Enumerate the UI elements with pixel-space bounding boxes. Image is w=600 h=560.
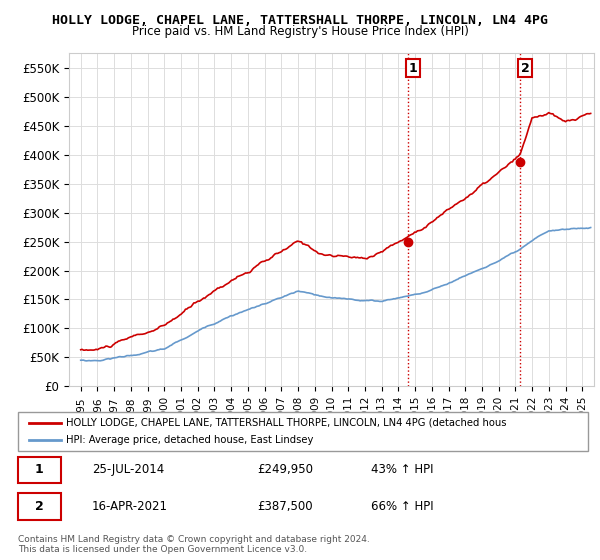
Text: Contains HM Land Registry data © Crown copyright and database right 2024.
This d: Contains HM Land Registry data © Crown c…: [18, 535, 370, 554]
Text: 16-APR-2021: 16-APR-2021: [92, 500, 168, 513]
FancyBboxPatch shape: [18, 412, 588, 451]
Text: 1: 1: [35, 464, 43, 477]
Text: 66% ↑ HPI: 66% ↑ HPI: [371, 500, 434, 513]
Text: HOLLY LODGE, CHAPEL LANE, TATTERSHALL THORPE, LINCOLN, LN4 4PG: HOLLY LODGE, CHAPEL LANE, TATTERSHALL TH…: [52, 14, 548, 27]
Text: £387,500: £387,500: [257, 500, 313, 513]
Text: £249,950: £249,950: [257, 464, 313, 477]
Text: HOLLY LODGE, CHAPEL LANE, TATTERSHALL THORPE, LINCOLN, LN4 4PG (detached hous: HOLLY LODGE, CHAPEL LANE, TATTERSHALL TH…: [67, 418, 507, 428]
Text: Price paid vs. HM Land Registry's House Price Index (HPI): Price paid vs. HM Land Registry's House …: [131, 25, 469, 38]
Text: HPI: Average price, detached house, East Lindsey: HPI: Average price, detached house, East…: [67, 435, 314, 445]
FancyBboxPatch shape: [18, 456, 61, 483]
Text: 25-JUL-2014: 25-JUL-2014: [92, 464, 164, 477]
Text: 43% ↑ HPI: 43% ↑ HPI: [371, 464, 434, 477]
Text: 1: 1: [409, 62, 418, 75]
Text: 2: 2: [35, 500, 43, 513]
FancyBboxPatch shape: [18, 493, 61, 520]
Text: 2: 2: [521, 62, 530, 75]
